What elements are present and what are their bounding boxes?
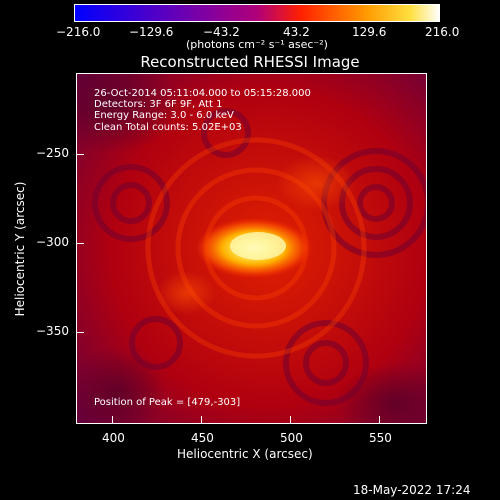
annotation-clean-counts: Clean Total counts: 5.02E+03 <box>94 122 242 133</box>
x-axis-label: Heliocentric X (arcsec) <box>177 447 313 461</box>
colorbar-tick-label: 43.2 <box>283 25 310 39</box>
x-tick <box>379 416 380 424</box>
x-tick <box>290 416 291 424</box>
x-tick-label: 450 <box>191 431 214 445</box>
footer-timestamp: 18-May-2022 17:24 <box>353 483 471 497</box>
y-tick-label: −300 <box>36 235 69 249</box>
y-tick <box>76 243 84 244</box>
x-tick <box>112 416 113 424</box>
annotation-time-range: 26-Oct-2014 05:11:04.000 to 05:15:28.000 <box>94 88 311 99</box>
colorbar-unit-label: (photons cm⁻² s⁻¹ asec⁻²) <box>186 38 328 51</box>
x-tick-label: 550 <box>369 431 392 445</box>
rhessi-image <box>76 73 427 424</box>
x-tick-label: 500 <box>280 431 303 445</box>
colorbar <box>74 4 440 22</box>
colorbar-tick-label: 216.0 <box>425 25 460 39</box>
colorbar-tick-label: −129.6 <box>129 25 174 39</box>
y-tick <box>76 332 84 333</box>
x-tick <box>201 416 202 424</box>
colorbar-tick-label: 129.6 <box>352 25 387 39</box>
x-tick-label: 400 <box>102 431 125 445</box>
y-tick-label: −250 <box>36 146 69 160</box>
y-tick-label: −350 <box>36 324 69 338</box>
annotation-detectors: Detectors: 3F 6F 9F, Att 1 <box>94 99 223 110</box>
y-axis-label: Heliocentric Y (arcsec) <box>13 181 27 317</box>
annotation-peak-position: Position of Peak = [479,-303] <box>94 397 241 408</box>
colorbar-tick-label: −216.0 <box>56 25 101 39</box>
plot-title: Reconstructed RHESSI Image <box>140 53 360 71</box>
colorbar-tick-label: −43.2 <box>203 25 240 39</box>
y-tick <box>76 154 84 155</box>
annotation-energy-range: Energy Range: 3.0 - 6.0 keV <box>94 110 234 121</box>
